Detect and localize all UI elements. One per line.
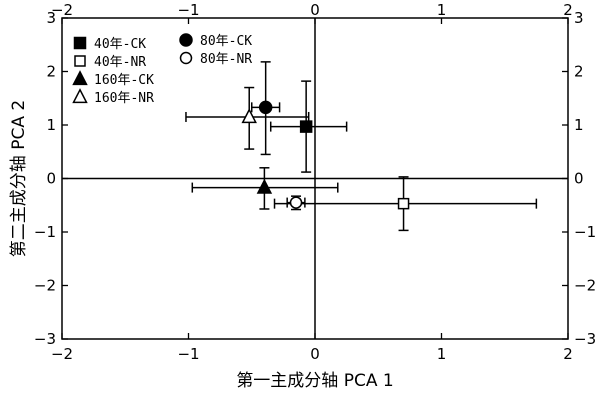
- legend-label-80yr-ck: 80年-CK: [200, 34, 252, 49]
- series-40yr-ck: [269, 80, 348, 173]
- y-tick-label: 1: [46, 116, 56, 134]
- legend-item-40yr-nr: 40年-NR: [74, 55, 146, 70]
- legend-label-40yr-ck: 40年-CK: [94, 37, 146, 52]
- right-tick-label: −2: [574, 277, 596, 295]
- y-tick-label: −1: [34, 223, 56, 241]
- y-axis-label: 第二主成分轴 PCA 2: [9, 100, 29, 257]
- series-80yr-ck: [251, 61, 281, 156]
- x-tick-label: −1: [177, 345, 199, 363]
- legend-marker-160yr-ck: [72, 70, 88, 86]
- legend-item-40yr-ck: 40年-CK: [73, 36, 146, 52]
- right-tick-label: 3: [574, 9, 584, 27]
- right-tick-label: 1: [574, 116, 584, 134]
- legend-label-160yr-ck: 160年-CK: [94, 73, 154, 88]
- top-tick-label: 0: [310, 1, 320, 19]
- top-tick-label: 1: [437, 1, 447, 19]
- x-tick-label: −2: [51, 345, 73, 363]
- right-tick-label: −3: [574, 330, 596, 348]
- legend-label-40yr-nr: 40年-NR: [94, 55, 146, 70]
- reference-lines: [62, 18, 568, 339]
- legend-item-80yr-ck: 80年-CK: [179, 33, 252, 49]
- data-series: [185, 61, 538, 232]
- right-tick-label: −1: [574, 223, 596, 241]
- top-tick-label: −1: [177, 1, 199, 19]
- right-tick-label: 2: [574, 63, 584, 81]
- data-point-160yr-ck: [256, 178, 273, 194]
- data-point-80yr-nr: [289, 196, 303, 209]
- legend-marker-40yr-ck: [73, 36, 87, 50]
- legend-marker-80yr-ck: [179, 33, 193, 47]
- series-160yr-nr: [185, 86, 310, 150]
- legend-label-160yr-nr: 160年-NR: [94, 91, 154, 106]
- right-tick-label: 0: [574, 170, 584, 188]
- data-point-40yr-nr: [397, 197, 410, 210]
- series-160yr-ck: [191, 167, 339, 210]
- legend: 40年-CK 80年-CK 40年-NR 80年-NR 160年-CK 160年-NR: [72, 33, 252, 106]
- legend-label-80yr-nr: 80年-NR: [200, 52, 252, 67]
- x-axis-label: 第一主成分轴 PCA 1: [236, 371, 393, 391]
- top-tick-label: −2: [51, 1, 73, 19]
- x-tick-label: 2: [563, 345, 573, 363]
- legend-item-160yr-nr: 160年-NR: [72, 88, 154, 106]
- y-tick-label: −3: [34, 330, 56, 348]
- legend-item-160yr-ck: 160年-CK: [72, 70, 154, 88]
- series-80yr-nr: [286, 195, 306, 211]
- y-tick-label: −2: [34, 277, 56, 295]
- y-tick-label: 0: [46, 170, 56, 188]
- y-tick-label: 2: [46, 63, 56, 81]
- y-tick-label: 3: [46, 9, 56, 27]
- data-point-40yr-ck: [299, 120, 313, 133]
- legend-item-80yr-nr: 80年-NR: [179, 51, 252, 67]
- top-tick-label: 2: [563, 1, 573, 19]
- data-point-160yr-nr: [241, 108, 257, 124]
- legend-marker-80yr-nr: [179, 51, 193, 65]
- x-tick-label: 0: [310, 345, 320, 363]
- legend-marker-40yr-nr: [74, 55, 86, 67]
- data-point-80yr-ck: [258, 100, 273, 115]
- legend-marker-160yr-nr: [72, 88, 88, 104]
- series-40yr-nr: [273, 176, 538, 232]
- x-tick-label: 1: [437, 345, 447, 363]
